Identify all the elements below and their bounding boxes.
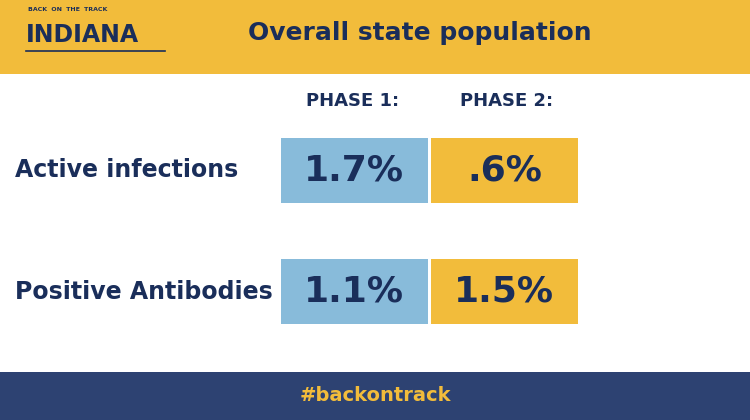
FancyBboxPatch shape bbox=[0, 372, 750, 420]
Text: Overall state population: Overall state population bbox=[248, 21, 591, 45]
FancyBboxPatch shape bbox=[281, 259, 428, 324]
Text: #backontrack: #backontrack bbox=[299, 386, 451, 405]
Text: Active infections: Active infections bbox=[15, 158, 238, 182]
Text: .6%: .6% bbox=[467, 153, 542, 187]
Text: INDIANA: INDIANA bbox=[26, 23, 140, 47]
Text: 1.7%: 1.7% bbox=[304, 153, 404, 187]
Text: BACK  ON  THE  TRACK: BACK ON THE TRACK bbox=[28, 7, 107, 12]
Text: Positive Antibodies: Positive Antibodies bbox=[15, 280, 273, 304]
Text: 1.1%: 1.1% bbox=[304, 275, 404, 309]
FancyBboxPatch shape bbox=[281, 138, 428, 202]
FancyBboxPatch shape bbox=[431, 259, 578, 324]
FancyBboxPatch shape bbox=[0, 0, 750, 74]
Text: 1.5%: 1.5% bbox=[454, 275, 554, 309]
FancyBboxPatch shape bbox=[431, 138, 578, 202]
Text: PHASE 2:: PHASE 2: bbox=[460, 92, 553, 110]
Text: PHASE 1:: PHASE 1: bbox=[306, 92, 399, 110]
